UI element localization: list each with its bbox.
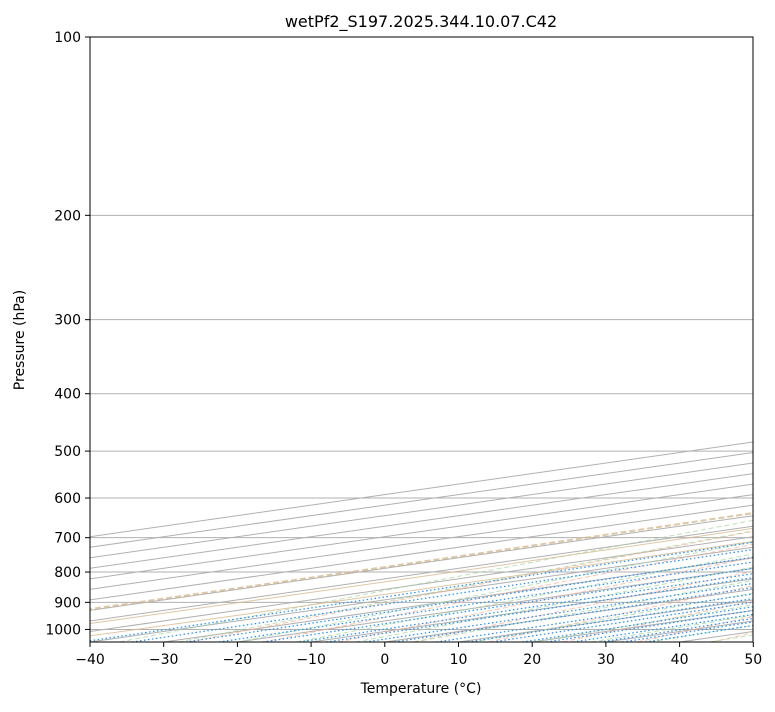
y-tick-label: 600	[54, 491, 81, 507]
y-tick-label: 700	[54, 531, 81, 547]
y-tick-label: 300	[54, 313, 81, 329]
x-tick-label: −40	[75, 652, 105, 668]
x-tick-label: 40	[671, 652, 689, 668]
x-axis-label: Temperature (°C)	[360, 681, 482, 697]
x-tick-label: 10	[450, 652, 468, 668]
y-tick-label: 500	[54, 444, 81, 460]
x-tick-label: 20	[523, 652, 541, 668]
chart-title: wetPf2_S197.2025.344.10.07.C42	[285, 12, 557, 32]
y-tick-label: 200	[54, 208, 81, 224]
x-tick-label: −20	[223, 652, 253, 668]
x-tick-label: 0	[380, 652, 389, 668]
y-tick-label: 100	[54, 30, 81, 46]
x-tick-label: −10	[296, 652, 326, 668]
y-tick-label: 800	[54, 565, 81, 581]
x-tick-label: −30	[149, 652, 179, 668]
y-axis-label: Pressure (hPa)	[12, 290, 28, 390]
x-tick-label: 50	[744, 652, 762, 668]
y-tick-label: 1000	[45, 622, 81, 638]
y-tick-label: 400	[54, 387, 81, 403]
x-tick-label: 30	[597, 652, 615, 668]
y-tick-label: 900	[54, 595, 81, 611]
